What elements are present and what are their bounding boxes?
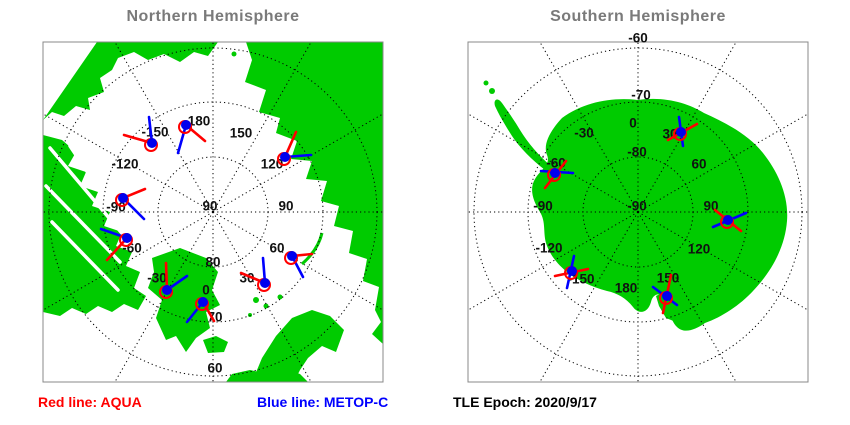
graticule-label: 60 [691,157,706,172]
graticule-label: -80 [627,145,647,160]
graticule-label: -90 [533,199,553,214]
metop-position-dot [198,297,208,307]
arctic-channel [48,146,128,240]
landmass-chukotka-alaska [43,42,218,120]
island [277,294,283,300]
arctic-channel [50,220,120,292]
island-peninsula-tip [483,80,489,86]
metop-position-dot [287,251,297,261]
graticule-south [468,42,808,382]
metop-position-dot [118,193,128,203]
landmass-antarctic-peninsula [494,99,551,170]
metop-position-dot [280,152,290,162]
metop-position-dot [676,127,686,137]
graticule-label: -70 [631,88,651,103]
graticule-label: 180 [615,281,638,296]
graticule-label: -60 [122,241,142,256]
graticule-label: -120 [535,241,562,256]
island-peninsula-tip [489,88,495,94]
metop-position-dot [260,278,270,288]
landmass-siberia [245,42,383,344]
graticule-label: -30 [574,126,594,141]
island-novaya-zemlya [301,232,324,266]
south-hemisphere-title: Southern Hemisphere [550,8,726,25]
south-plot-frame [467,41,809,383]
arctic-channel [68,144,142,252]
graticule-label: -90 [627,199,647,214]
metop-position-dot [550,168,560,178]
north-hemisphere-title: Northern Hemisphere [126,8,300,25]
graticule-label: -90 [106,200,126,215]
graticule-label: 90 [202,199,217,214]
metop-position-dot [567,266,577,276]
north-plot-frame [42,41,384,383]
graticule-north [43,42,383,382]
graticule-label: 150 [230,126,253,141]
graticule-label: -120 [111,157,138,172]
metop-position-dot [162,285,172,295]
graticule-label: 60 [269,241,284,256]
metop-position-dot [662,291,672,301]
markers-north [99,115,314,324]
metop-position-dot [723,215,733,225]
graticule-label: 80 [205,255,220,270]
graticule-label: 0 [629,116,637,131]
legend-tle-epoch: TLE Epoch: 2020/9/17 [453,394,597,410]
island [248,313,252,317]
map-north [43,42,383,382]
graticule-label: 0 [202,283,210,298]
metop-position-dot [147,138,157,148]
legend-metop: Blue line: METOP-C [257,394,389,410]
panel-south: -60-700-30 30-80-60 60-90 -90 90-120 120-150 1… [467,31,809,383]
markers-south [539,115,748,315]
arctic-channel [44,184,122,264]
legend-aqua: Red line: AQUA [38,394,142,410]
landmass-antarctica [532,98,788,331]
map-south [468,42,808,382]
metop-position-dot [122,233,132,243]
island-svalbard [253,297,259,303]
island-wrangel [231,51,237,57]
graticule-label: 150 [657,271,680,286]
metop-position-dot [181,120,191,130]
graticule-label: 120 [688,242,711,257]
graticule-label: -60 [628,31,648,46]
landmass-canada [43,135,146,316]
graticule-label: -30 [147,271,167,286]
island-svalbard [263,303,269,309]
graticule-label: 90 [278,199,293,214]
graticule-label: 180 [188,114,211,129]
graticule-label: 60 [207,361,222,376]
landmass-iceland [203,336,228,353]
kara-channel [296,228,320,262]
landmass-europe [226,368,308,382]
graticule-label: 70 [207,310,222,325]
graticule-label: -150 [141,125,168,140]
